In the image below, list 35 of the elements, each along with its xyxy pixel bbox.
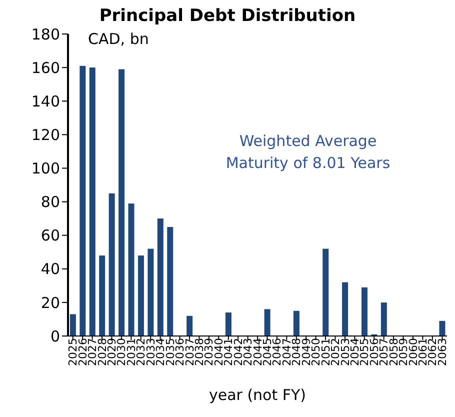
annotation: Weighted Average Maturity of 8.01 Years: [224, 131, 392, 174]
y-tick-label: 40: [40, 260, 60, 278]
bar: [342, 282, 348, 336]
y-tick-label: 80: [40, 193, 60, 212]
bar: [361, 287, 368, 336]
bar: [148, 248, 154, 336]
bar: [80, 66, 86, 336]
bar: [138, 255, 144, 336]
bar: [157, 218, 164, 336]
bar: [118, 69, 125, 336]
bar: [293, 310, 300, 336]
x-axis-title: year (not FY): [208, 386, 308, 404]
y-tick-label: 60: [40, 226, 60, 245]
bar: [264, 309, 270, 336]
bar: [225, 312, 232, 336]
bar: [322, 248, 329, 336]
chart-title: Principal Debt Distribution: [98, 6, 357, 26]
bar: [70, 314, 76, 336]
y-tick-label: 0: [50, 327, 60, 346]
y-tick-label: 120: [31, 126, 60, 144]
bar: [167, 226, 174, 336]
bar: [439, 320, 446, 336]
x-tick-label: 2063: [436, 338, 449, 366]
y-tick-label: 160: [31, 58, 60, 77]
y-tick-label: 180: [31, 25, 60, 44]
bar: [186, 316, 193, 336]
bar: [380, 302, 387, 336]
bar: [108, 193, 115, 336]
bar: [99, 255, 106, 336]
bar: [89, 68, 96, 336]
bar: [128, 203, 134, 336]
y-tick-label: 20: [40, 294, 60, 312]
y-tick-label: 100: [31, 160, 60, 178]
y-axis-title: CAD, bn: [88, 30, 149, 48]
y-tick-label: 140: [31, 92, 60, 110]
